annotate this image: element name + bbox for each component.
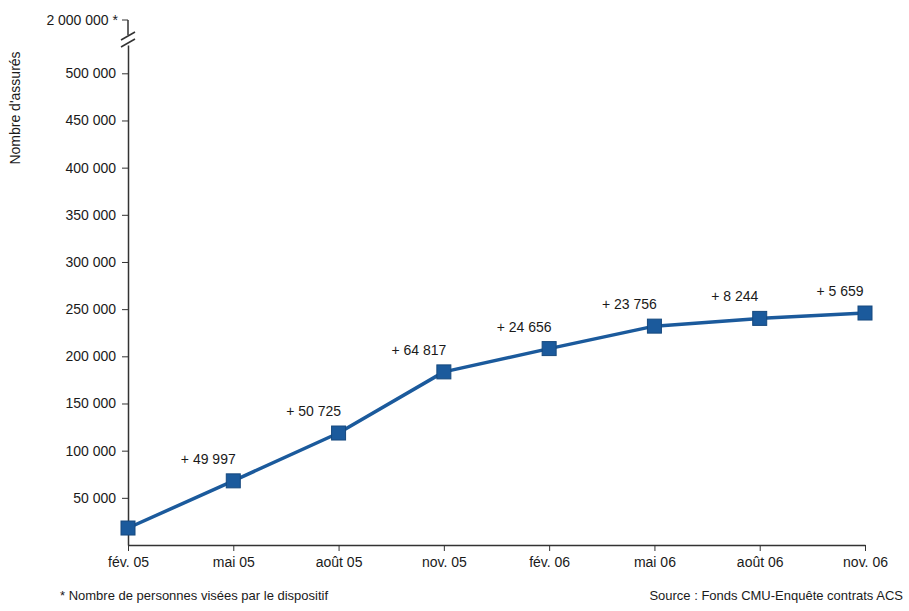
- y-tick-mark: [122, 168, 128, 169]
- x-tick: août 05: [316, 545, 363, 570]
- x-tick: mai 05: [213, 545, 255, 570]
- data-point: [753, 311, 767, 325]
- y-tick: 400 000: [65, 160, 128, 176]
- data-point: [542, 342, 556, 356]
- x-tick-label: mai 06: [634, 554, 676, 570]
- source: Source : Fonds CMU-Enquête contrats ACS: [649, 588, 903, 603]
- annotation: + 49 997: [181, 451, 236, 467]
- y-tick-label: 300 000: [65, 254, 116, 270]
- y-tick-label: 450 000: [65, 112, 116, 128]
- plot-area: [121, 306, 872, 535]
- y-tick-mark: [122, 403, 128, 404]
- y-tick-mark: [122, 262, 128, 263]
- x-tick-label: fév. 05: [108, 554, 149, 570]
- y-tick-mark: [122, 73, 128, 74]
- data-point: [858, 306, 872, 320]
- x-tick-mark: [549, 545, 550, 551]
- y-tick-mark: [122, 498, 128, 499]
- annotation: + 50 725: [286, 403, 341, 419]
- y-tick: 100 000: [65, 443, 128, 459]
- annotation: + 5 659: [816, 283, 863, 299]
- y-tick-label: 350 000: [65, 207, 116, 223]
- y-tick-label: 400 000: [65, 160, 116, 176]
- data-point: [437, 365, 451, 379]
- axis-break: 2 000 000 *: [46, 12, 135, 47]
- y-tick: 500 000: [65, 65, 128, 81]
- x-tick-mark: [444, 545, 445, 551]
- x-tick-label: nov. 05: [422, 554, 467, 570]
- y-tick-mark: [122, 215, 128, 216]
- x-tick-mark: [865, 545, 866, 551]
- y-tick-mark: [122, 451, 128, 452]
- y-tick-label: 200 000: [65, 348, 116, 364]
- data-point: [121, 521, 135, 535]
- y-tick: 200 000: [65, 348, 128, 364]
- axis-break-line: [127, 20, 129, 35]
- y-tick-label: 50 000: [73, 490, 116, 506]
- x-axis: fév. 05 mai 05 août 05 nov. 05 fév. 06 mai 06…: [108, 545, 888, 570]
- y-tick: 150 000: [65, 395, 128, 411]
- y-tick-mark: [122, 309, 128, 310]
- x-tick: fév. 05: [108, 545, 149, 570]
- chart: 50 000 100 000 150 000 200 000 250 000 300 00…: [0, 0, 909, 611]
- data-point: [226, 474, 240, 488]
- data-point: [332, 426, 346, 440]
- x-tick-mark: [654, 545, 655, 551]
- x-tick-label: août 06: [737, 554, 784, 570]
- markers: [121, 306, 872, 535]
- y-tick: 450 000: [65, 112, 128, 128]
- annotation: + 8 244: [711, 288, 758, 304]
- x-axis-line: [129, 545, 866, 547]
- y-tick-label: 500 000: [65, 65, 116, 81]
- axis-break-slash: [121, 32, 135, 40]
- x-tick-label: août 05: [316, 554, 363, 570]
- x-tick: août 06: [737, 545, 784, 570]
- axis-break-slash: [121, 39, 135, 47]
- axis-break-label: 2 000 000 *: [46, 12, 118, 28]
- y-tick-label: 150 000: [65, 395, 116, 411]
- y-tick: 50 000: [73, 490, 128, 506]
- x-tick: mai 06: [634, 545, 676, 570]
- annotations: + 49 997 + 50 725 + 64 817 + 24 656 + 23 756…: [181, 283, 864, 467]
- y-tick-label: 250 000: [65, 301, 116, 317]
- y-tick-mark: [122, 120, 128, 121]
- x-tick: nov. 05: [422, 545, 467, 570]
- x-tick-mark: [760, 545, 761, 551]
- y-tick: 250 000: [65, 301, 128, 317]
- x-tick-label: fév. 06: [529, 554, 570, 570]
- y-axis-title: Nombre d'assurés: [7, 51, 23, 164]
- data-line: [128, 313, 865, 528]
- data-point: [647, 319, 661, 333]
- x-tick-label: nov. 06: [843, 554, 888, 570]
- annotation: + 64 817: [391, 342, 446, 358]
- annotation: + 23 756: [602, 296, 657, 312]
- x-tick-mark: [128, 545, 129, 551]
- y-axis: 50 000 100 000 150 000 200 000 250 000 300 00…: [65, 46, 128, 546]
- x-tick-mark: [233, 545, 234, 551]
- annotation: + 24 656: [497, 319, 552, 335]
- y-tick-label: 100 000: [65, 443, 116, 459]
- x-tick-mark: [339, 545, 340, 551]
- x-tick-label: mai 05: [213, 554, 255, 570]
- y-tick: 350 000: [65, 207, 128, 223]
- x-tick: nov. 06: [843, 545, 888, 570]
- axis-break-tick: [122, 20, 128, 21]
- y-tick: 300 000: [65, 254, 128, 270]
- x-tick: fév. 06: [529, 545, 570, 570]
- footnote: * Nombre de personnes visées par le disp…: [60, 588, 328, 603]
- y-tick-mark: [122, 356, 128, 357]
